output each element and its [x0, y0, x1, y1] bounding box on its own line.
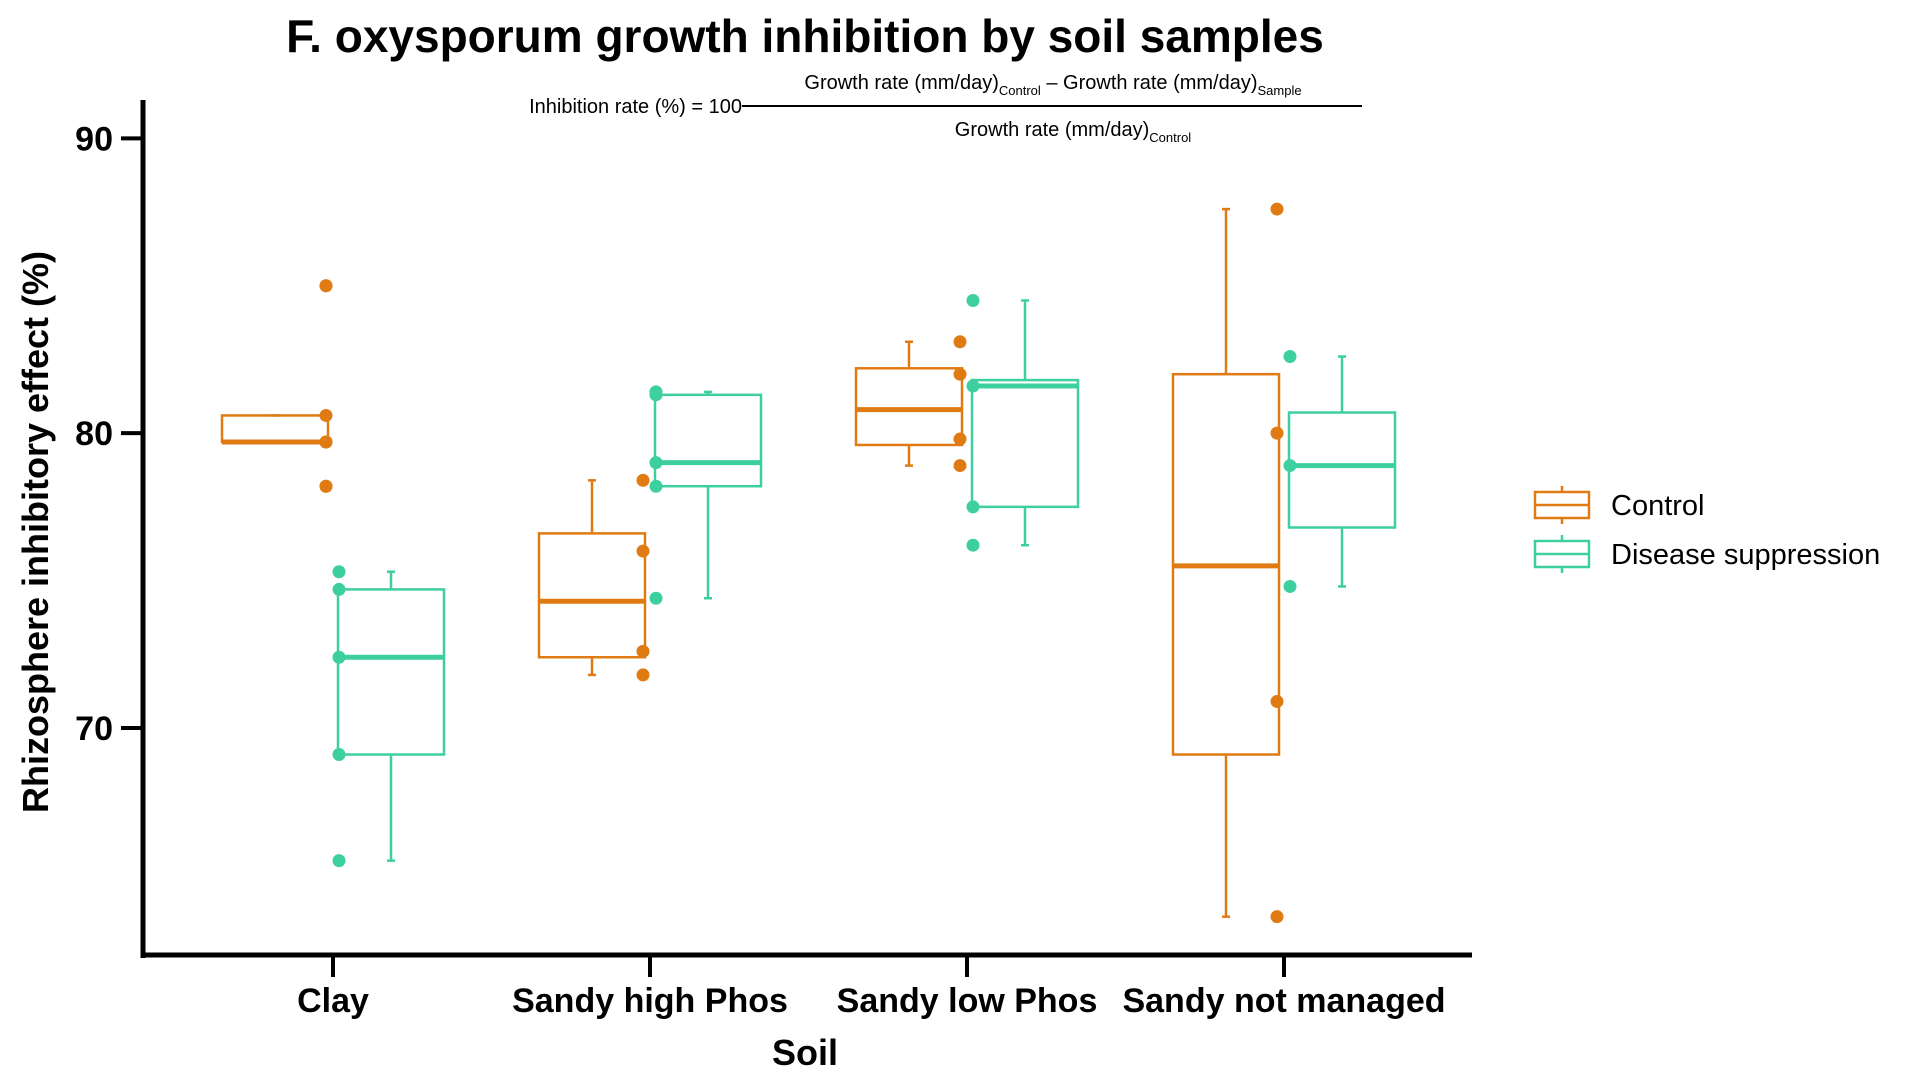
box-group: [537, 473, 650, 682]
formula-lhs: Inhibition rate (%) = 100: [529, 96, 742, 118]
legend-label: Control: [1611, 490, 1705, 522]
box-group: [649, 385, 763, 605]
formula-numerator: Growth rate (mm/day)Control – Growth rat…: [804, 72, 1301, 98]
y-tick-label: 70: [75, 710, 113, 748]
box-group: [1283, 350, 1397, 593]
data-point: [636, 644, 650, 658]
x-tick-label: Sandy not managed: [1122, 982, 1445, 1020]
plot-area: 70 80 90 Clay Sandy high Phos Sandy low Phos S…: [75, 100, 1472, 1020]
y-axis-title: Rhizosphere inhibitory effect (%): [15, 251, 56, 813]
data-point: [649, 388, 663, 402]
data-point: [953, 335, 967, 349]
data-point: [1270, 426, 1284, 440]
data-point: [319, 435, 333, 449]
data-point: [649, 591, 663, 605]
formula-denominator-sub: Control: [1149, 130, 1191, 145]
data-point: [332, 854, 346, 868]
x-tick-label: Sandy low Phos: [837, 982, 1098, 1020]
data-point: [1283, 579, 1297, 593]
chart-title: F. oxysporum growth inhibition by soil s…: [286, 10, 1324, 62]
data-point: [966, 293, 980, 307]
data-point: [649, 479, 663, 493]
box-iqr: [1287, 411, 1397, 529]
y-tick-label: 90: [75, 120, 113, 158]
formula-numerator-minus: – Growth rate (mm/day): [1041, 72, 1258, 94]
box-iqr: [220, 414, 330, 444]
formula-denominator-text: Growth rate (mm/day): [955, 119, 1149, 141]
inhibition-formula: Inhibition rate (%) = 100 Growth rate (m…: [529, 72, 1362, 145]
data-point: [636, 668, 650, 682]
y-tick-label: 80: [75, 415, 113, 453]
box-iqr: [336, 588, 446, 756]
data-point: [332, 650, 346, 664]
data-point: [1283, 459, 1297, 473]
box-iqr: [854, 367, 964, 447]
box-group: [1171, 202, 1284, 924]
box-group: [854, 335, 967, 473]
data-point: [319, 279, 333, 293]
data-point: [953, 459, 967, 473]
data-point: [966, 500, 980, 514]
box-group: [220, 279, 333, 493]
data-point: [1270, 202, 1284, 216]
legend-item: Disease suppression: [1533, 535, 1880, 573]
formula-numerator-part1: Growth rate (mm/day): [804, 72, 998, 94]
data-point: [966, 538, 980, 552]
data-point: [953, 367, 967, 381]
data-point: [332, 565, 346, 579]
data-point: [319, 408, 333, 422]
box-iqr: [970, 378, 1080, 509]
box-group: [332, 565, 446, 868]
data-point: [332, 748, 346, 762]
data-point: [636, 473, 650, 487]
formula-denominator: Growth rate (mm/day)Control: [955, 119, 1192, 145]
data-point: [636, 544, 650, 558]
x-tick-label: Clay: [297, 982, 369, 1020]
formula-numerator-sub1: Control: [999, 83, 1041, 98]
box-iqr: [653, 393, 763, 488]
legend-label: Disease suppression: [1611, 539, 1880, 571]
data-point: [1270, 910, 1284, 924]
data-point: [953, 432, 967, 446]
box-group: [966, 293, 1080, 552]
legend-item: Control: [1533, 486, 1705, 524]
x-axis-title: Soil: [772, 1032, 838, 1073]
data-point: [319, 479, 333, 493]
data-point: [966, 379, 980, 393]
x-tick-label: Sandy high Phos: [512, 982, 788, 1020]
data-point: [649, 456, 663, 470]
data-point: [1283, 350, 1297, 363]
data-point: [332, 582, 346, 596]
data-point: [1270, 694, 1284, 708]
box-iqr: [537, 532, 647, 659]
formula-numerator-sub2: Sample: [1258, 83, 1302, 98]
legend: Control Disease suppression: [1533, 486, 1880, 573]
